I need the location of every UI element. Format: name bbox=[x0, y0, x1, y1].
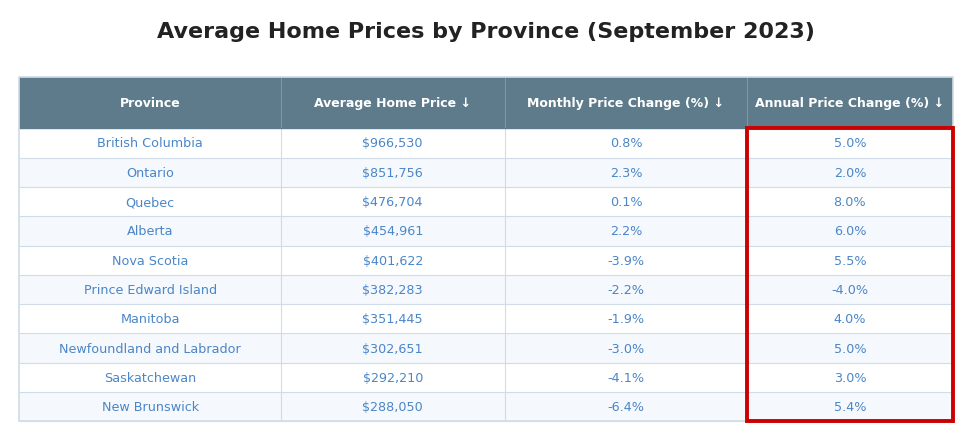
Text: $288,050: $288,050 bbox=[363, 400, 423, 413]
Text: New Brunswick: New Brunswick bbox=[101, 400, 198, 413]
Text: $851,756: $851,756 bbox=[363, 166, 423, 179]
Text: $966,530: $966,530 bbox=[363, 137, 423, 150]
Text: British Columbia: British Columbia bbox=[97, 137, 203, 150]
Text: Annual Price Change (%) ↓: Annual Price Change (%) ↓ bbox=[755, 97, 945, 110]
Text: Alberta: Alberta bbox=[126, 225, 173, 238]
Text: -2.2%: -2.2% bbox=[608, 283, 644, 296]
Text: 5.4%: 5.4% bbox=[834, 400, 866, 413]
Text: $292,210: $292,210 bbox=[363, 371, 423, 384]
Text: Nova Scotia: Nova Scotia bbox=[112, 254, 189, 267]
Text: Saskatchewan: Saskatchewan bbox=[104, 371, 196, 384]
Text: 3.0%: 3.0% bbox=[834, 371, 866, 384]
Text: Manitoba: Manitoba bbox=[121, 313, 180, 326]
Text: -3.0%: -3.0% bbox=[608, 342, 644, 355]
Text: -4.1%: -4.1% bbox=[608, 371, 644, 384]
Text: Monthly Price Change (%) ↓: Monthly Price Change (%) ↓ bbox=[528, 97, 724, 110]
Text: $382,283: $382,283 bbox=[363, 283, 423, 296]
Text: 4.0%: 4.0% bbox=[834, 313, 866, 326]
Text: 6.0%: 6.0% bbox=[834, 225, 866, 238]
Text: Average Home Prices by Province (September 2023): Average Home Prices by Province (Septemb… bbox=[157, 22, 815, 41]
Text: -3.9%: -3.9% bbox=[608, 254, 644, 267]
Text: $401,622: $401,622 bbox=[363, 254, 423, 267]
Text: 2.0%: 2.0% bbox=[834, 166, 866, 179]
Text: 2.2%: 2.2% bbox=[609, 225, 642, 238]
Text: 0.8%: 0.8% bbox=[609, 137, 642, 150]
Text: -6.4%: -6.4% bbox=[608, 400, 644, 413]
Text: $454,961: $454,961 bbox=[363, 225, 423, 238]
Text: 5.0%: 5.0% bbox=[834, 342, 866, 355]
Text: -1.9%: -1.9% bbox=[608, 313, 644, 326]
Text: Ontario: Ontario bbox=[126, 166, 174, 179]
Text: $351,445: $351,445 bbox=[363, 313, 423, 326]
Text: $476,704: $476,704 bbox=[363, 196, 423, 209]
Text: Quebec: Quebec bbox=[125, 196, 175, 209]
Text: Average Home Price ↓: Average Home Price ↓ bbox=[314, 97, 471, 110]
Text: $302,651: $302,651 bbox=[363, 342, 423, 355]
Text: Province: Province bbox=[120, 97, 181, 110]
Text: Prince Edward Island: Prince Edward Island bbox=[84, 283, 217, 296]
Text: 5.0%: 5.0% bbox=[834, 137, 866, 150]
Text: 8.0%: 8.0% bbox=[834, 196, 866, 209]
Text: -4.0%: -4.0% bbox=[831, 283, 868, 296]
Text: 5.5%: 5.5% bbox=[834, 254, 866, 267]
Text: Newfoundland and Labrador: Newfoundland and Labrador bbox=[59, 342, 241, 355]
Text: 2.3%: 2.3% bbox=[609, 166, 642, 179]
Text: 0.1%: 0.1% bbox=[609, 196, 642, 209]
